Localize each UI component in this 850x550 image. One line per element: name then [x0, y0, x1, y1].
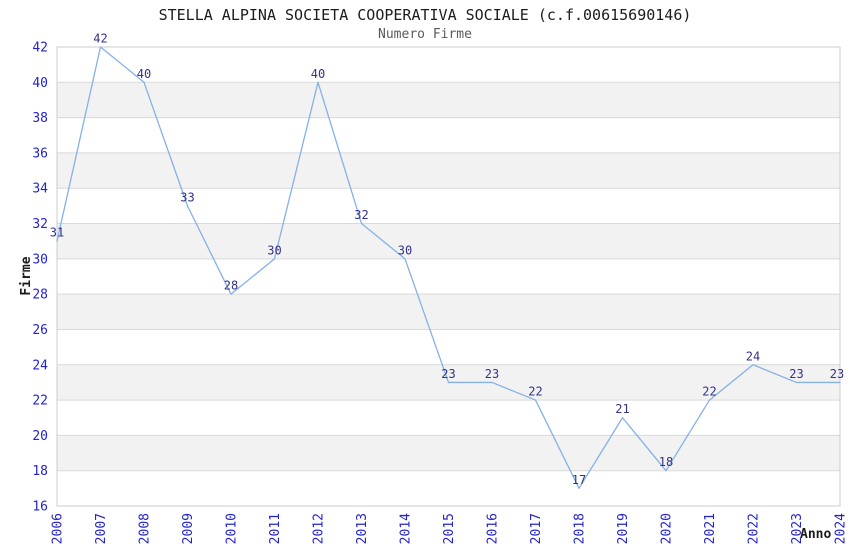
x-tick-label: 2017	[529, 513, 544, 544]
y-tick-label: 30	[32, 252, 48, 267]
plot-band	[57, 152, 840, 189]
point-label: 40	[137, 67, 151, 81]
y-tick-label: 40	[32, 76, 48, 91]
x-tick-label: 2023	[790, 513, 805, 544]
x-tick-label: 2024	[834, 513, 849, 544]
plot-band	[57, 223, 840, 259]
series-line	[56, 46, 841, 489]
y-tick-label: 22	[32, 394, 48, 409]
x-tick-label: 2020	[660, 513, 675, 544]
point-label: 23	[441, 367, 455, 381]
x-tick-label: 2013	[355, 513, 370, 544]
y-tick-label: 42	[32, 41, 48, 56]
y-tick-label: 36	[32, 146, 48, 161]
x-tick-label: 2006	[51, 513, 66, 544]
point-label: 23	[830, 367, 844, 381]
point-label: 30	[398, 243, 412, 257]
y-tick-label: 26	[32, 323, 48, 338]
chart-subtitle: Numero Firme	[378, 27, 472, 42]
x-tick-label: 2021	[703, 513, 718, 544]
x-tick-label: 2016	[486, 513, 501, 544]
plot-border	[56, 46, 841, 507]
point-label: 23	[789, 367, 803, 381]
x-tick-label: 2007	[94, 513, 109, 544]
x-tick-label: 2010	[225, 513, 240, 544]
x-tick-label: 2014	[399, 513, 414, 544]
point-label: 33	[180, 190, 194, 204]
x-tick-label: 2022	[747, 513, 762, 544]
y-tick-label: 20	[32, 429, 48, 444]
x-tick-label: 2019	[616, 513, 631, 544]
point-label: 40	[311, 67, 325, 81]
point-label: 18	[659, 455, 673, 469]
x-tick-label: 2012	[312, 513, 327, 544]
point-label: 22	[528, 385, 542, 399]
plot-band	[57, 82, 840, 118]
point-label: 24	[746, 349, 760, 363]
plot-band	[57, 294, 840, 330]
plot-band	[57, 435, 840, 471]
x-tick-label: 2008	[138, 513, 153, 544]
point-label: 23	[485, 367, 499, 381]
y-tick-label: 38	[32, 111, 48, 126]
x-tick-label: 2018	[573, 513, 588, 544]
point-label: 31	[50, 226, 64, 240]
point-label: 17	[572, 473, 586, 487]
x-tick-label: 2009	[181, 513, 196, 544]
point-label: 30	[267, 243, 281, 257]
y-tick-label: 16	[32, 500, 48, 515]
x-axis-title: Anno	[800, 527, 832, 542]
chart-title: STELLA ALPINA SOCIETA COOPERATIVA SOCIAL…	[158, 6, 692, 24]
point-label: 42	[93, 32, 107, 46]
y-tick-label: 28	[32, 288, 48, 303]
point-label: 32	[354, 208, 368, 222]
point-label: 28	[224, 279, 238, 293]
x-tick-label: 2011	[268, 513, 283, 544]
y-tick-label: 18	[32, 464, 48, 479]
y-tick-label: 24	[32, 358, 48, 373]
point-label: 21	[615, 402, 629, 416]
point-label: 22	[702, 385, 716, 399]
y-tick-label: 32	[32, 217, 48, 232]
y-tick-label: 34	[32, 182, 48, 197]
x-tick-label: 2015	[442, 513, 457, 544]
